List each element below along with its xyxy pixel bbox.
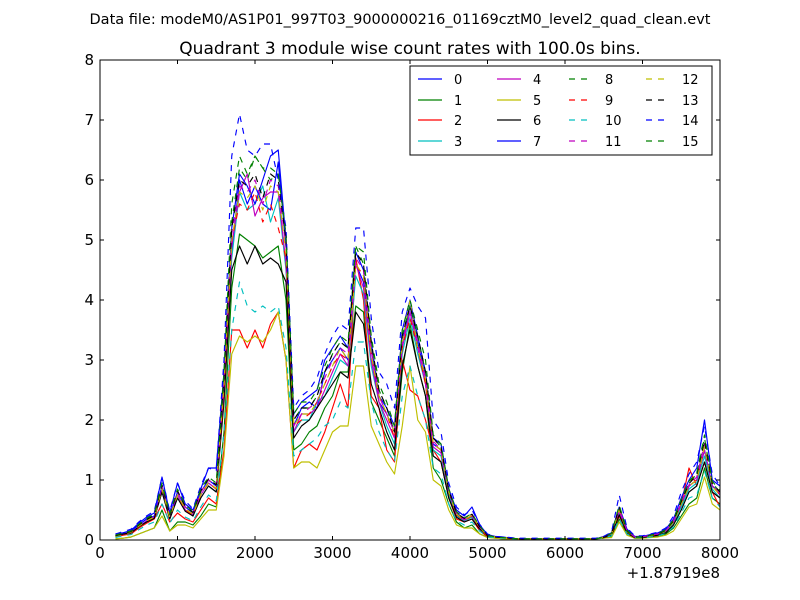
legend-label-0: 0 (454, 73, 462, 88)
legend-label-5: 5 (533, 94, 541, 109)
y-tick-label: 5 (84, 231, 94, 249)
legend-label-2: 2 (454, 114, 462, 129)
x-tick-label: 0 (95, 544, 105, 562)
legend-label-10: 10 (605, 114, 622, 129)
series-line-12 (115, 185, 720, 540)
x-tick-label: 6000 (546, 544, 584, 562)
x-tick-label: 8000 (701, 544, 739, 562)
y-tick-label: 3 (84, 351, 94, 369)
legend-label-13: 13 (682, 94, 699, 109)
axes: 0 1000 2000 3000 4000 5000 6000 7000 80000123456… (84, 51, 739, 562)
x-tick-label: 5000 (468, 544, 506, 562)
x-tick-label: 3000 (313, 544, 351, 562)
legend-box (409, 65, 713, 156)
legend-label-3: 3 (454, 135, 462, 150)
y-tick-label: 7 (84, 111, 94, 129)
y-tick-label: 4 (84, 291, 94, 309)
suptitle: Data file: modeM0/AS1P01_997T03_90000002… (90, 12, 711, 28)
x-offset-label: +1.87919e8 (627, 564, 720, 582)
x-tick-label: 4000 (391, 544, 429, 562)
legend-label-9: 9 (605, 94, 613, 109)
chart-title: Quadrant 3 module wise count rates with … (179, 39, 640, 59)
legend-label-7: 7 (533, 135, 541, 150)
y-tick-label: 6 (84, 171, 94, 189)
x-tick-label: 1000 (158, 544, 196, 562)
series-line-13 (115, 173, 720, 540)
x-tick-label: 7000 (623, 544, 661, 562)
plot-area (115, 113, 720, 540)
series-line-10 (115, 281, 720, 540)
legend-label-8: 8 (605, 73, 613, 88)
legend-label-6: 6 (533, 114, 541, 129)
series-line-5 (115, 311, 720, 540)
legend-label-1: 1 (454, 94, 462, 109)
legend-label-14: 14 (682, 114, 699, 129)
legend-label-15: 15 (682, 135, 699, 150)
x-tick-label: 2000 (236, 544, 274, 562)
legend-label-11: 11 (605, 135, 622, 150)
y-tick-label: 2 (84, 411, 94, 429)
series-lines (115, 113, 720, 540)
series-line-11 (115, 179, 720, 540)
y-tick-label: 8 (84, 51, 94, 69)
legend-label-4: 4 (533, 73, 541, 88)
legend-label-12: 12 (682, 73, 699, 88)
y-tick-label: 1 (84, 471, 94, 489)
series-line-6 (115, 245, 720, 540)
y-tick-label: 0 (84, 531, 94, 549)
